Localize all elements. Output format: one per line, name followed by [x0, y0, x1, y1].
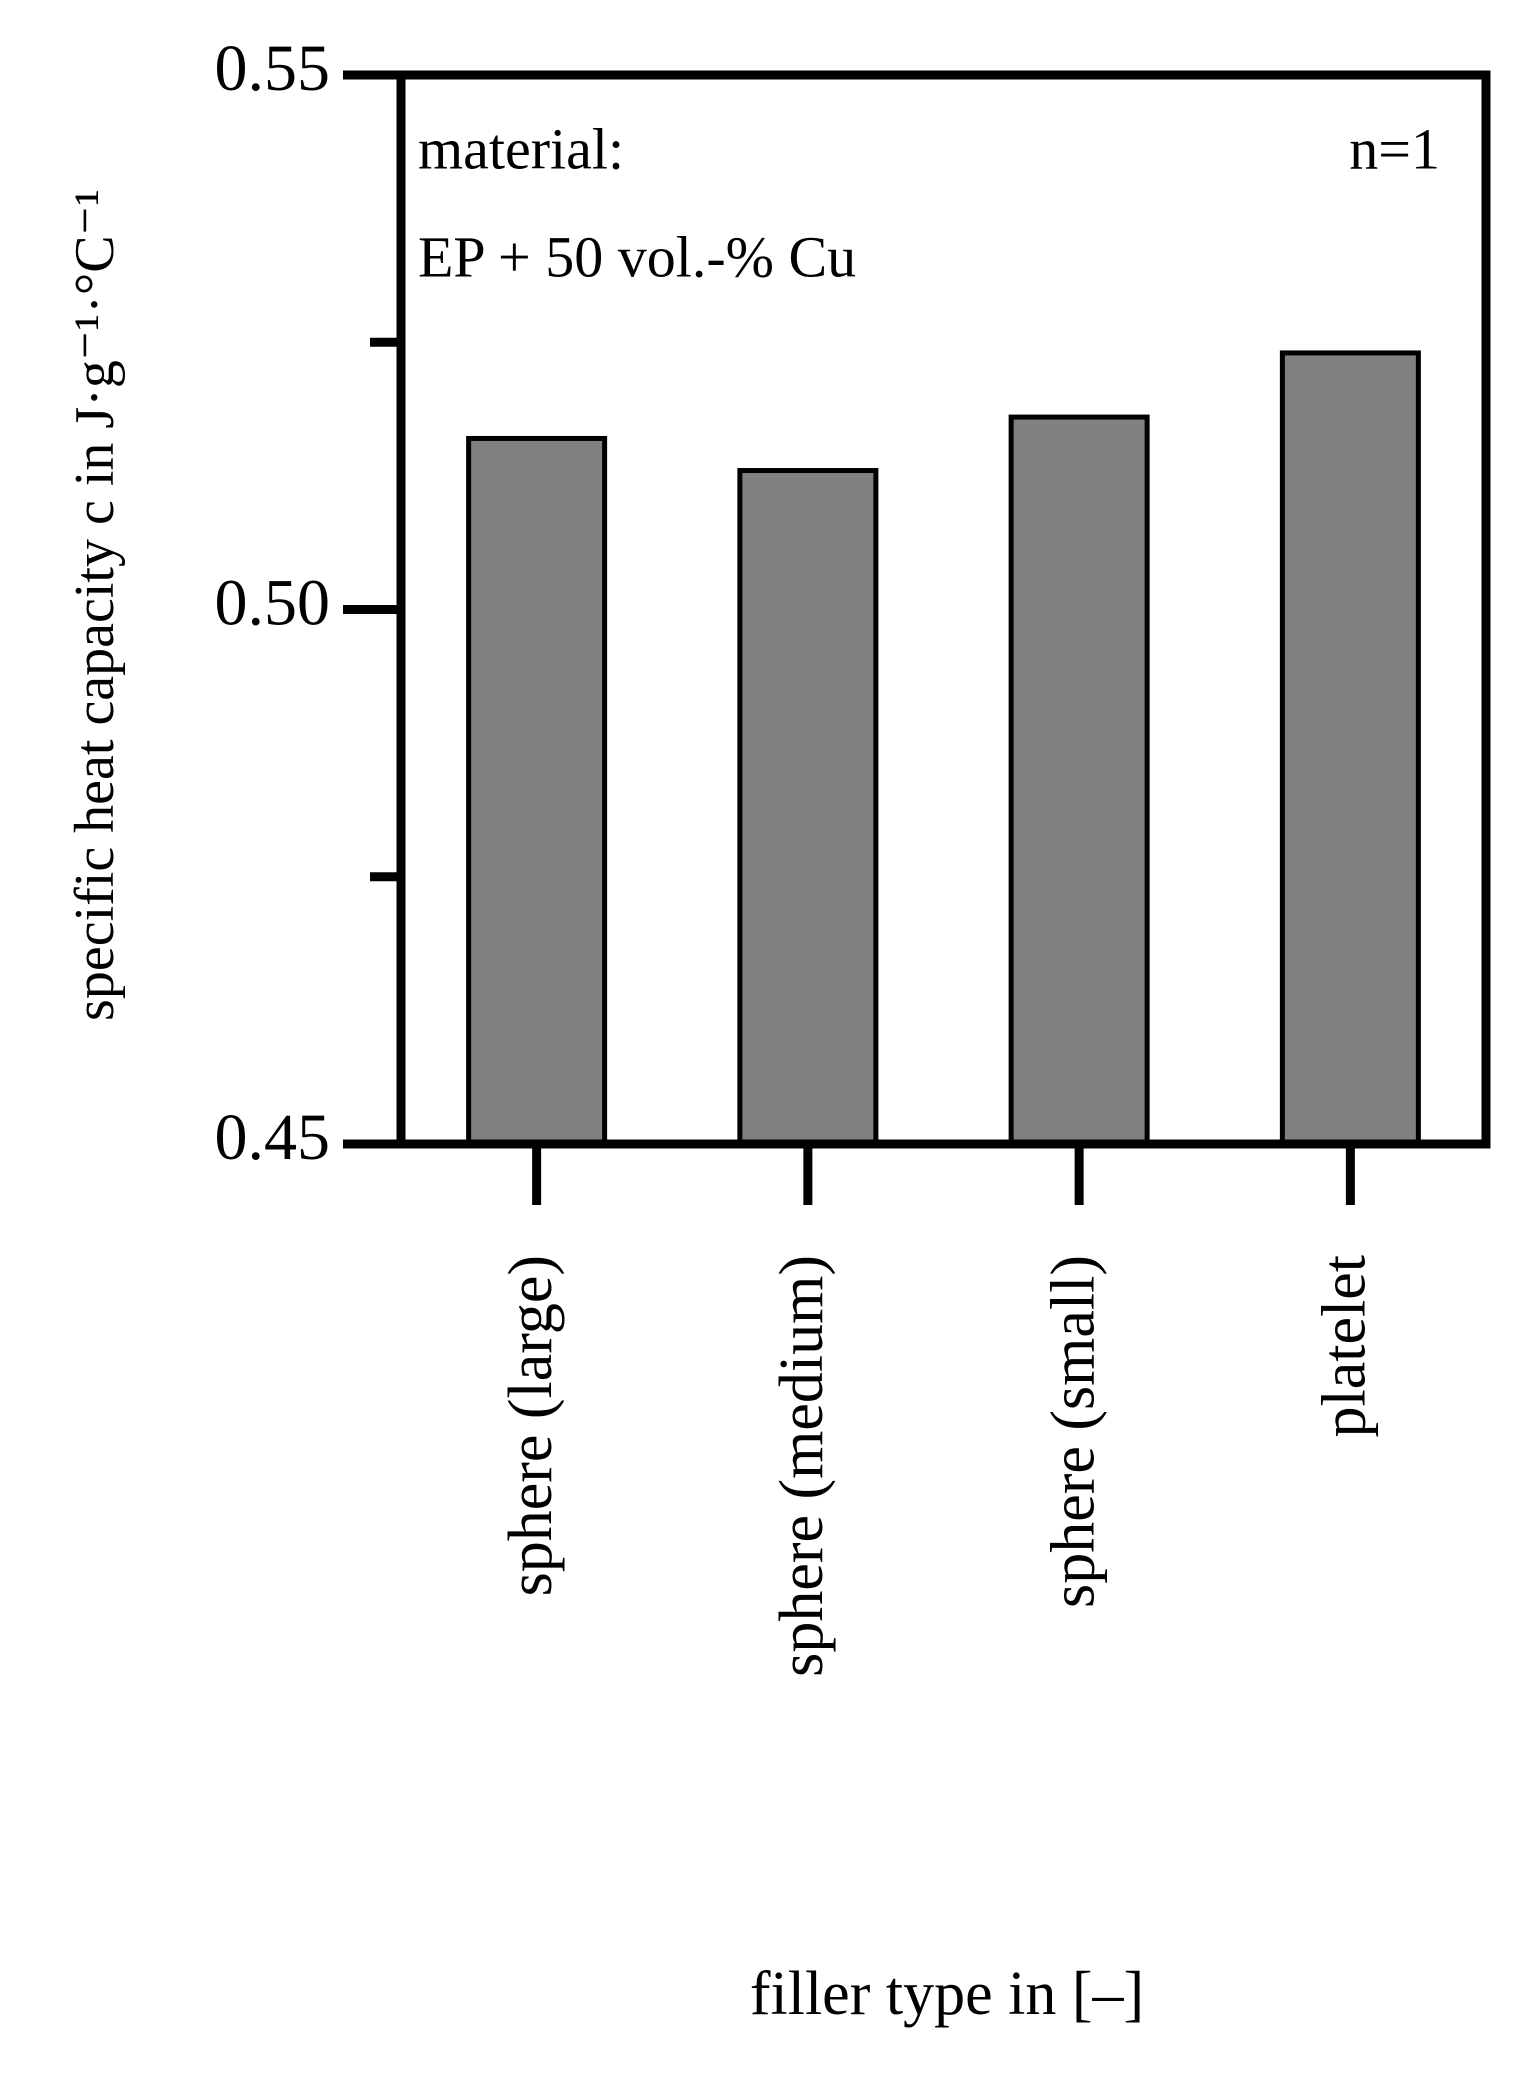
- y-tick-label: 0.55: [215, 32, 331, 105]
- x-axis-title: filler type in [–]: [750, 1960, 1144, 2028]
- y-tick-label: 0.45: [215, 1101, 331, 1174]
- x-tick-label: sphere (large): [497, 1255, 565, 1596]
- bar: [1279, 350, 1421, 1147]
- annotation: n=1: [1349, 116, 1440, 181]
- annotation: material:: [418, 116, 624, 181]
- bar: [466, 435, 608, 1147]
- bar: [1008, 414, 1150, 1147]
- bar: [737, 468, 879, 1147]
- y-axis-title: specific heat capacity c in J·g⁻¹·°C⁻¹: [64, 189, 126, 1021]
- y-tick-label: 0.50: [215, 567, 331, 640]
- x-tick-label: sphere (medium): [768, 1255, 836, 1677]
- x-tick-label: platelet: [1311, 1255, 1379, 1437]
- plot-frame: [396, 70, 1491, 1149]
- annotation: EP + 50 vol.-% Cu: [418, 224, 856, 289]
- x-tick-label: sphere (small): [1039, 1255, 1107, 1608]
